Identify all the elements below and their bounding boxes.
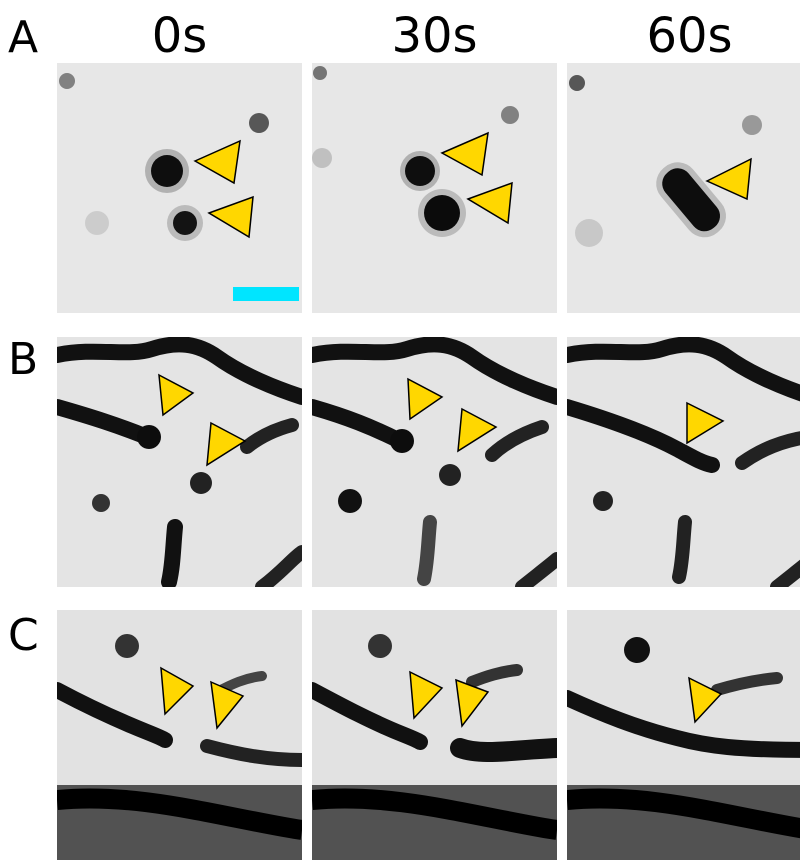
time-label-30s: 30s bbox=[391, 8, 478, 64]
panel-b-0s bbox=[57, 337, 302, 587]
arrowhead-icon bbox=[206, 421, 247, 467]
arrowhead-icon bbox=[210, 680, 245, 730]
arrowhead-icon bbox=[440, 131, 489, 177]
micrograph-a-0s bbox=[57, 63, 302, 313]
arrowhead-icon bbox=[193, 139, 241, 185]
panel-c-60s bbox=[567, 610, 800, 860]
arrowhead-icon bbox=[466, 181, 513, 225]
row-label-c: C bbox=[8, 610, 39, 661]
arrowhead-icon bbox=[686, 401, 725, 445]
panel-a-30s bbox=[312, 63, 557, 313]
micrograph-c-0s bbox=[57, 610, 302, 860]
time-label-0s: 0s bbox=[151, 8, 208, 64]
arrowhead-icon bbox=[407, 377, 444, 421]
micrograph-b-0s bbox=[57, 337, 302, 587]
arrowhead-icon bbox=[455, 678, 490, 728]
panel-a-0s bbox=[57, 63, 302, 313]
arrowhead-icon bbox=[160, 666, 195, 716]
row-label-a: A bbox=[8, 12, 39, 63]
arrowhead-icon bbox=[457, 407, 498, 453]
micrograph-b-30s bbox=[312, 337, 557, 587]
micrograph-b-60s bbox=[567, 337, 800, 587]
arrowhead-icon bbox=[705, 157, 752, 201]
micrograph-a-60s bbox=[567, 63, 800, 313]
panel-c-0s bbox=[57, 610, 302, 860]
arrowhead-icon bbox=[409, 670, 444, 720]
panel-a-60s bbox=[567, 63, 800, 313]
time-label-60s: 60s bbox=[646, 8, 733, 64]
arrowhead-icon bbox=[207, 195, 254, 239]
micrograph-a-30s bbox=[312, 63, 557, 313]
micrograph-c-30s bbox=[312, 610, 557, 860]
panel-b-30s bbox=[312, 337, 557, 587]
arrowhead-icon bbox=[688, 676, 723, 724]
scale-bar bbox=[233, 287, 299, 301]
row-label-b: B bbox=[8, 334, 39, 385]
panel-b-60s bbox=[567, 337, 800, 587]
panel-c-30s bbox=[312, 610, 557, 860]
arrowhead-icon bbox=[158, 373, 195, 417]
micrograph-c-60s bbox=[567, 610, 800, 860]
